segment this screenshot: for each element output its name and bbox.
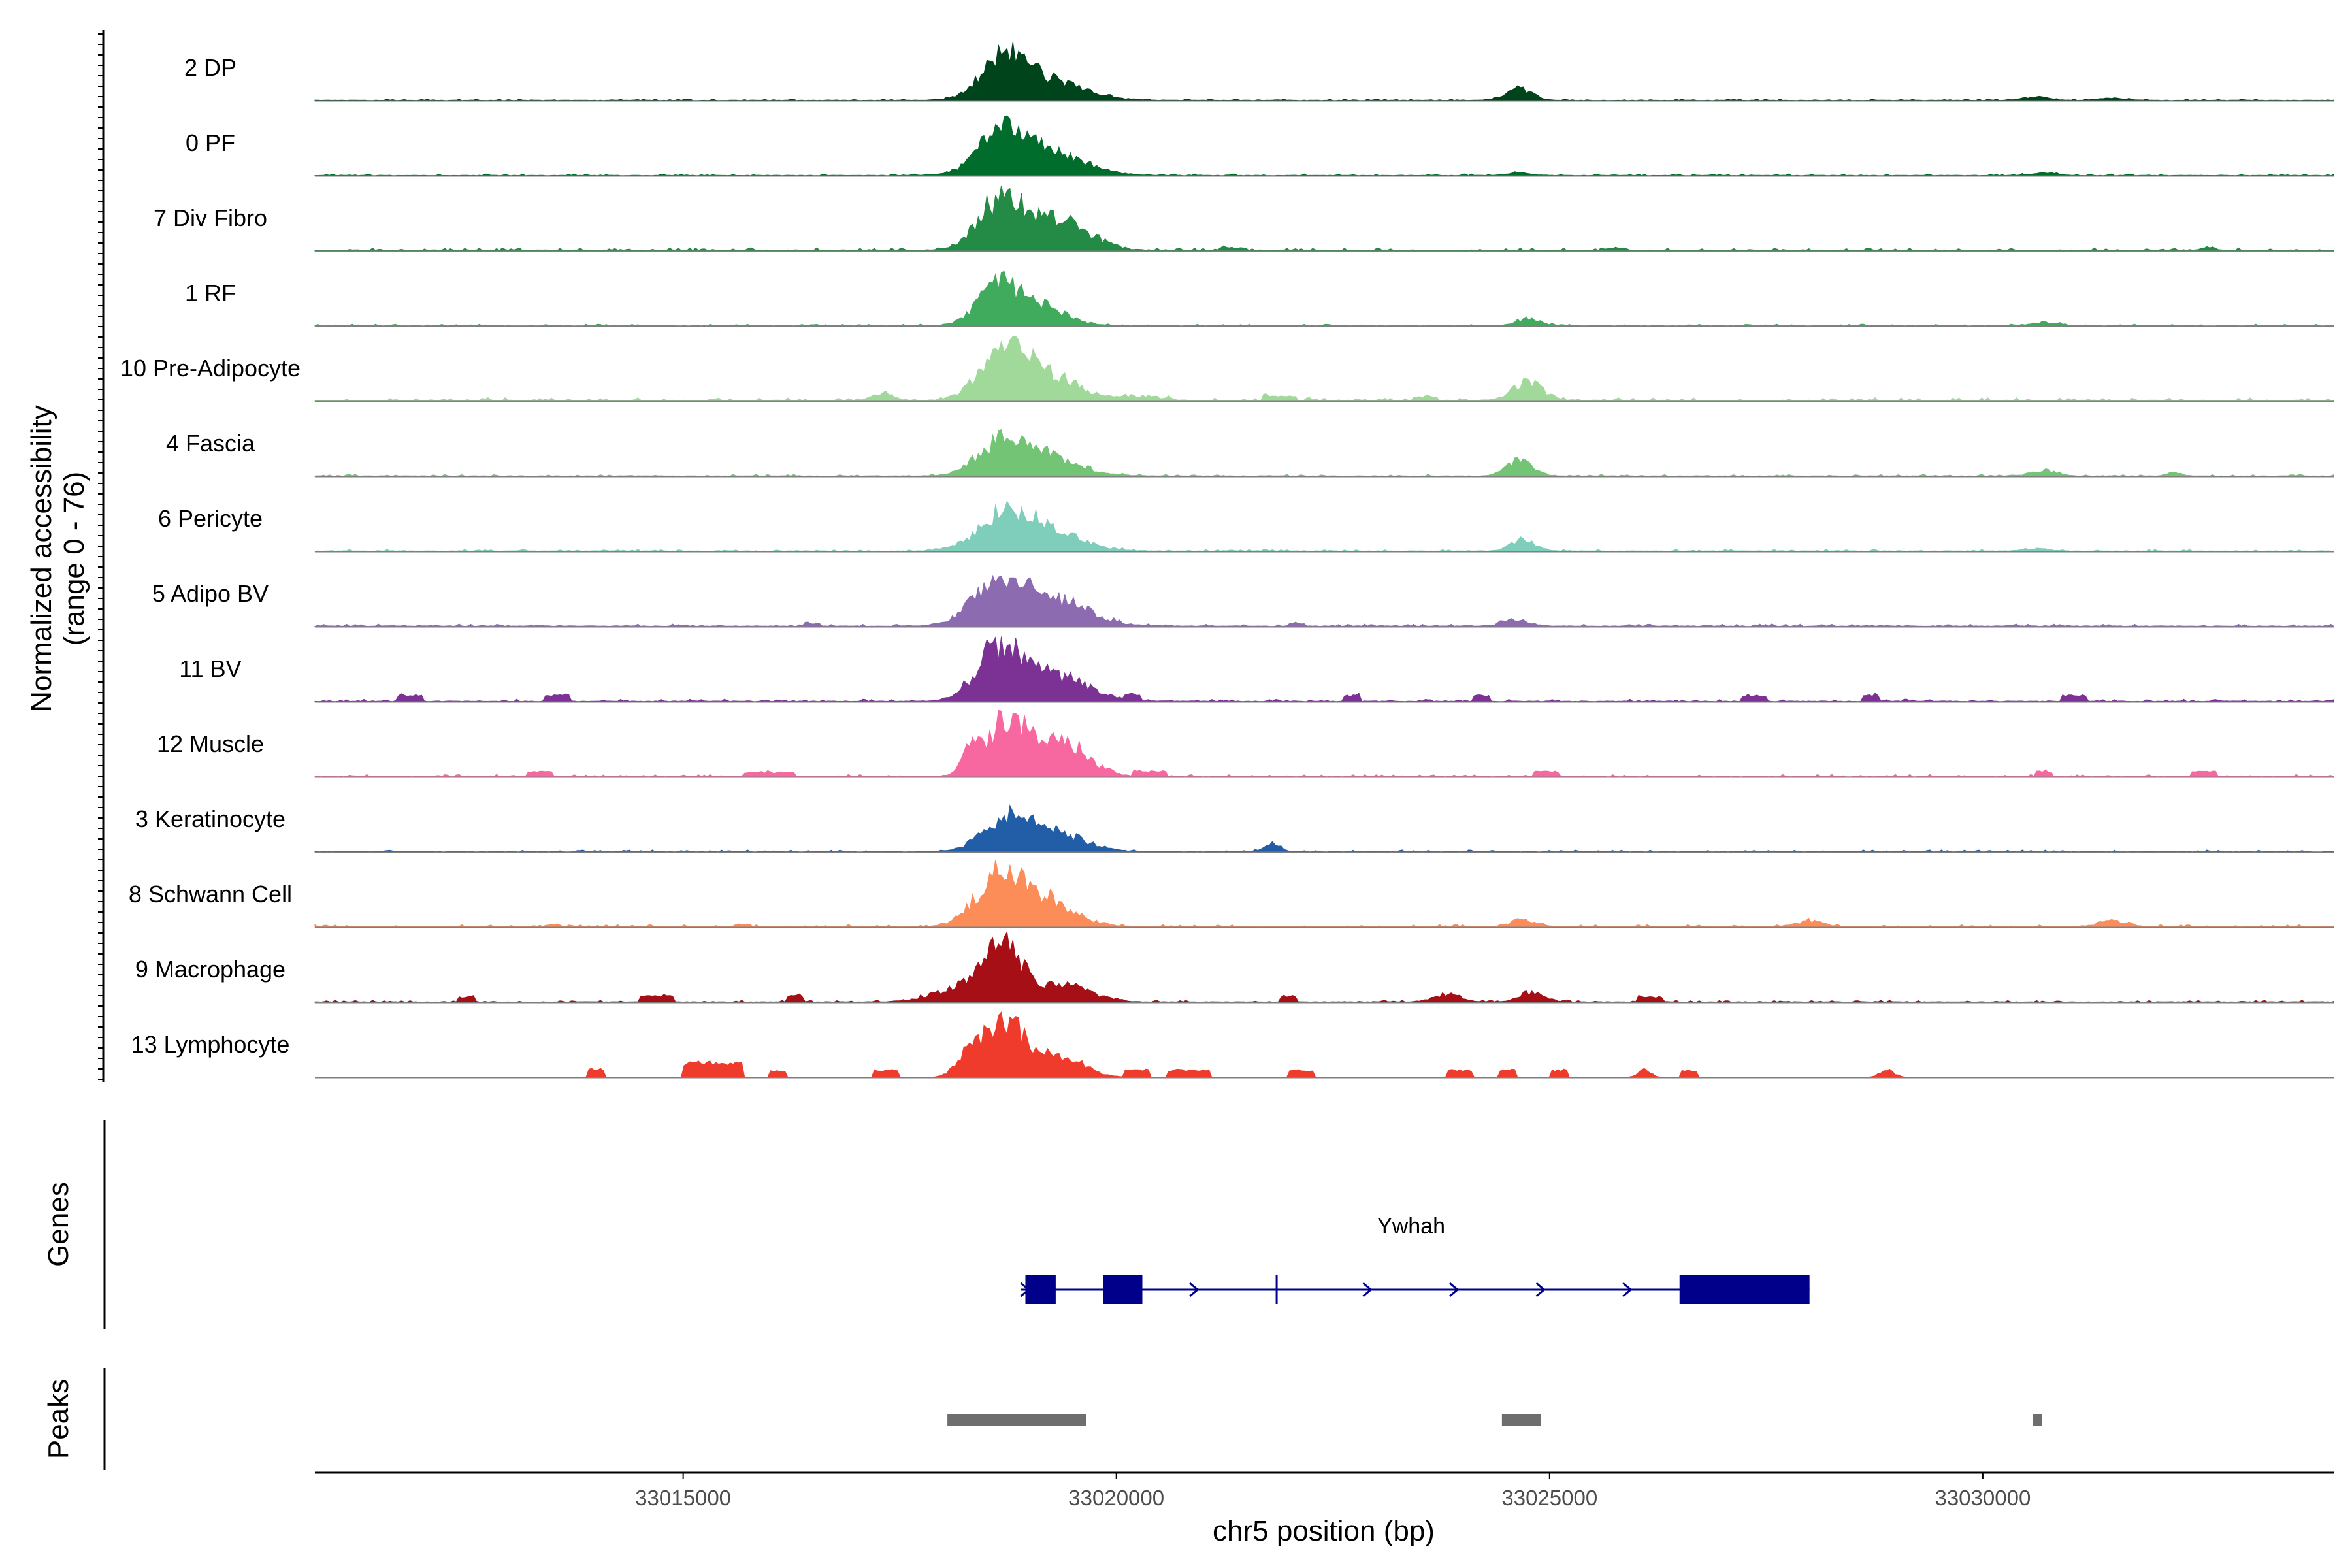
track-label: 12 Muscle <box>157 730 264 757</box>
track-coverage-area <box>314 42 2334 101</box>
track-label: 3 Keratinocyte <box>135 806 286 832</box>
strand-arrow <box>1535 1282 1546 1298</box>
track-coverage-area <box>314 336 2334 402</box>
track-9: 11 BV <box>179 636 2334 703</box>
x-axis: 33015000 33020000 33025000 33030000 <box>315 1471 2334 1510</box>
track-label: 9 Macrophage <box>135 956 286 983</box>
track-coverage-area <box>314 270 2334 327</box>
peak-region <box>1501 1414 1541 1426</box>
track-label: 8 Schwann Cell <box>129 881 292 907</box>
strand-arrow <box>1189 1282 1200 1298</box>
track-4: 1 RF <box>185 270 2334 327</box>
genes-panel: Ywhah <box>1020 1214 1810 1304</box>
track-label: 6 Pericyte <box>158 505 263 532</box>
track-coverage-area <box>314 930 2334 1003</box>
coverage-tracks: 2 DP 0 PF 7 Div Fibro 1 RF 10 Pre-Adipocyte 4… <box>120 42 2334 1079</box>
track-10: 12 Muscle <box>157 710 2334 778</box>
track-7: 6 Pericyte <box>158 500 2334 553</box>
gene-exon <box>1103 1275 1143 1304</box>
peak-region <box>947 1414 1086 1426</box>
strand-arrow <box>1622 1282 1633 1298</box>
track-coverage-area <box>314 115 2334 176</box>
track-label: 0 PF <box>186 129 235 156</box>
track-coverage-area <box>315 1011 2334 1078</box>
track-label: 7 Div Fibro <box>154 204 267 231</box>
track-label: 10 Pre-Adipocyte <box>120 355 301 382</box>
y-axis-ticks <box>98 33 103 1080</box>
track-coverage-area <box>314 636 2334 702</box>
track-coverage-area <box>314 429 2334 477</box>
strand-arrow <box>1362 1282 1373 1298</box>
y-axis-label-line1: Normalized accessibility <box>25 405 57 711</box>
track-11: 3 Keratinocyte <box>135 804 2334 853</box>
track-coverage-area <box>314 804 2334 853</box>
track-coverage-area <box>314 500 2334 552</box>
gene-name: Ywhah <box>1377 1214 1445 1239</box>
x-tick-label: 33015000 <box>635 1486 731 1510</box>
peaks-axis: Peaks <box>42 1368 106 1470</box>
strand-arrow <box>1448 1282 1460 1298</box>
track-3: 7 Div Fibro <box>154 185 2334 252</box>
track-1: 2 DP <box>184 42 2334 102</box>
track-6: 4 Fascia <box>166 429 2334 478</box>
peak-region <box>2033 1414 2042 1426</box>
track-coverage-area <box>314 574 2334 627</box>
track-label: 2 DP <box>184 54 237 81</box>
gene-exon <box>1679 1275 1810 1304</box>
peaks-panel <box>947 1414 2042 1426</box>
genes-axis: Genes <box>42 1120 106 1329</box>
x-tick-label: 33030000 <box>1935 1486 2031 1510</box>
track-label: 13 Lymphocyte <box>131 1031 290 1058</box>
track-label: 5 Adipo BV <box>152 580 269 607</box>
track-14: 13 Lymphocyte <box>131 1011 2334 1079</box>
gene-exon <box>1025 1275 1056 1304</box>
track-coverage-area <box>314 185 2334 252</box>
genes-label: Genes <box>42 1182 74 1267</box>
x-tick-label: 33025000 <box>1501 1486 1597 1510</box>
y-axis-label-line2: (range 0 - 76) <box>58 472 90 646</box>
x-axis-title: chr5 position (bp) <box>1213 1515 1435 1547</box>
y-axis: Normalized accessibility (range 0 - 76) <box>25 30 105 1082</box>
track-13: 9 Macrophage <box>135 930 2334 1004</box>
track-label: 1 RF <box>185 280 236 306</box>
track-label: 11 BV <box>179 655 241 682</box>
track-label: 4 Fascia <box>166 430 255 457</box>
x-tick-label: 33020000 <box>1068 1486 1164 1510</box>
track-5: 10 Pre-Adipocyte <box>120 336 2334 402</box>
track-coverage-area <box>314 710 2334 777</box>
track-2: 0 PF <box>186 115 2334 177</box>
track-coverage-area <box>314 859 2334 928</box>
track-12: 8 Schwann Cell <box>129 859 2334 928</box>
peaks-label: Peaks <box>42 1379 74 1459</box>
track-8: 5 Adipo BV <box>152 574 2334 628</box>
